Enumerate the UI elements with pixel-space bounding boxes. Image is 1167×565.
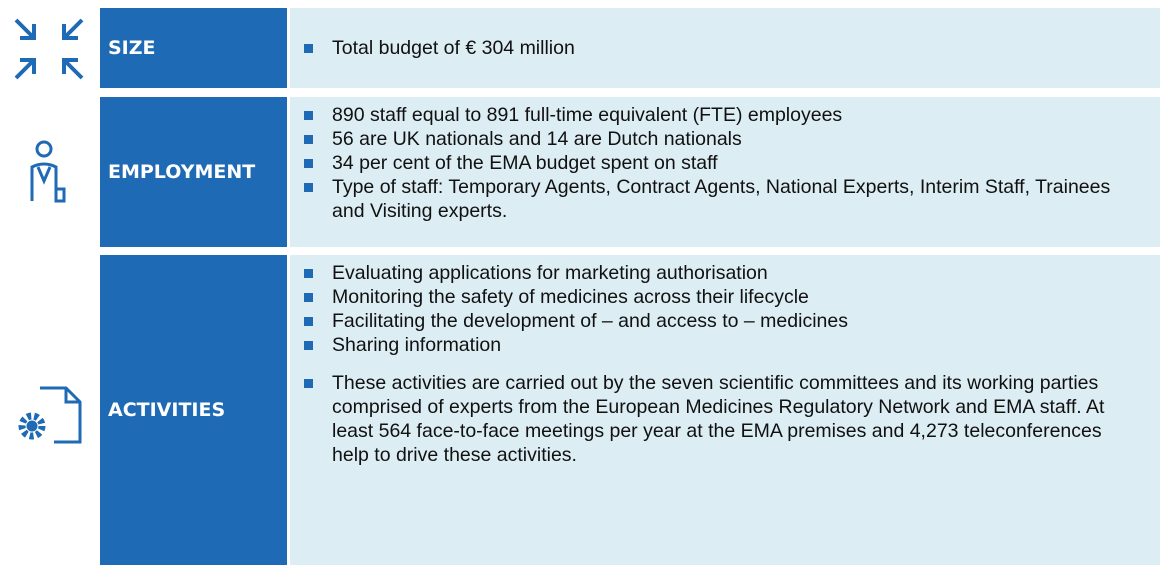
size-row: SIZE Total budget of € 304 million (0, 8, 1160, 88)
bullet-item: These activities are carried out by the … (302, 371, 1140, 467)
bullet-item: Sharing information (302, 333, 1140, 357)
employment-icon (30, 140, 66, 203)
row-label: ACTIVITIES (100, 255, 287, 565)
bullet-item: Facilitating the development of – and ac… (302, 309, 1140, 333)
bullet-item: 34 per cent of the EMA budget spent on s… (302, 151, 1140, 175)
bullet-item: Type of staff: Temporary Agents, Contrac… (302, 175, 1140, 223)
bullet-item: Evaluating applications for marketing au… (302, 261, 1140, 285)
activities-row: ACTIVITIES Evaluating applications for m… (0, 255, 1160, 565)
bullet-item: 890 staff equal to 891 full-time equival… (302, 103, 1140, 127)
size-icon (14, 18, 84, 80)
bullet-item: 56 are UK nationals and 14 are Dutch nat… (302, 127, 1140, 151)
row-content: 890 staff equal to 891 full-time equival… (290, 97, 1160, 247)
row-content: Total budget of € 304 million (290, 8, 1160, 88)
row-content: Evaluating applications for marketing au… (290, 255, 1160, 565)
bullet-item: Monitoring the safety of medicines acros… (302, 285, 1140, 309)
row-label: EMPLOYMENT (100, 97, 287, 247)
employment-row: EMPLOYMENT 890 staff equal to 891 full-t… (0, 97, 1160, 247)
row-label: SIZE (100, 8, 287, 88)
activities-icon (18, 386, 82, 444)
bullet-item: Total budget of € 304 million (302, 36, 1140, 60)
